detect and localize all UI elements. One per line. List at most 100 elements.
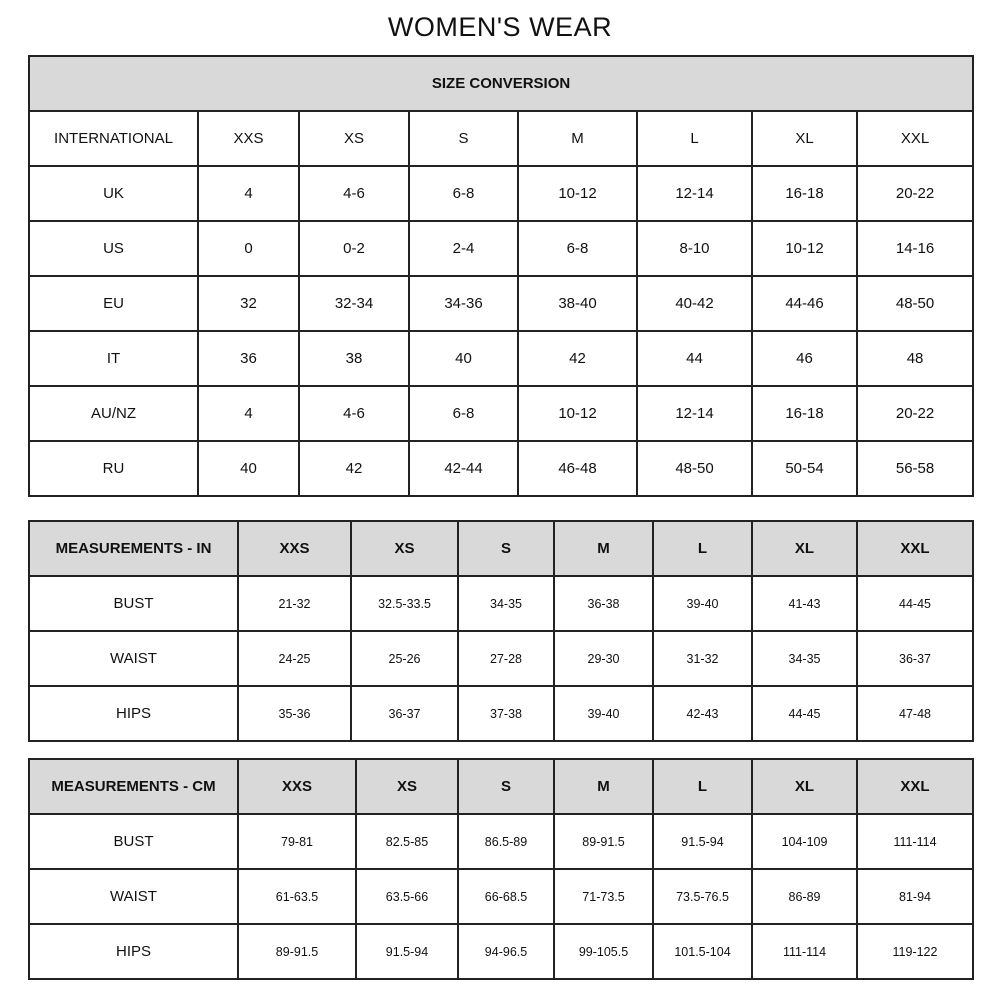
table-cell: 39-40: [553, 685, 654, 742]
row-label: WAIST: [28, 630, 239, 687]
table-row: US 0 0-2 2-4 6-8 8-10 10-12 14-16: [28, 220, 975, 277]
table-row: IT 36 38 40 42 44 46 48: [28, 330, 975, 387]
table-cell: 81-94: [856, 868, 974, 925]
table-cell: 36: [197, 330, 300, 387]
column-header: S: [457, 520, 555, 577]
table-cell: 34-36: [408, 275, 519, 332]
table-cell: 34-35: [457, 575, 555, 632]
table-cell: 34-35: [751, 630, 858, 687]
column-header: S: [457, 758, 555, 815]
row-label: WAIST: [28, 868, 239, 925]
table-cell: 50-54: [751, 440, 858, 497]
column-header: M: [553, 758, 654, 815]
header-row: MEASUREMENTS - IN XXS XS S M L XL XXL: [28, 520, 974, 577]
size-conversion-table: SIZE CONVERSION INTERNATIONAL XXS XS S M L XL XX…: [27, 55, 975, 497]
table-cell: 10-12: [751, 220, 858, 277]
table-cell: 39-40: [652, 575, 753, 632]
table-cell: 27-28: [457, 630, 555, 687]
table-cell: 2-4: [408, 220, 519, 277]
table-cell: 94-96.5: [457, 923, 555, 980]
table-cell: 25-26: [350, 630, 459, 687]
table-cell: 6-8: [408, 165, 519, 222]
table-cell: 44: [636, 330, 753, 387]
table-cell: 29-30: [553, 630, 654, 687]
table-cell: 71-73.5: [553, 868, 654, 925]
column-header: MEASUREMENTS - CM: [28, 758, 239, 815]
table-cell: 38-40: [517, 275, 638, 332]
table-cell: 66-68.5: [457, 868, 555, 925]
row-label: US: [28, 220, 199, 277]
table-cell: 6-8: [517, 220, 638, 277]
row-label: RU: [28, 440, 199, 497]
table-row: EU 32 32-34 34-36 38-40 40-42 44-46 48-50: [28, 275, 975, 332]
table-cell: 89-91.5: [237, 923, 357, 980]
table-cell: 111-114: [751, 923, 858, 980]
column-header: XXL: [855, 110, 975, 167]
column-header: XXS: [237, 758, 357, 815]
table-row: BUST 79-81 82.5-85 86.5-89 89-91.5 91.5-94 104…: [28, 813, 974, 870]
table-cell: 36-38: [553, 575, 654, 632]
row-label: UK: [28, 165, 199, 222]
column-header: XS: [350, 520, 459, 577]
table-cell: 73.5-76.5: [652, 868, 753, 925]
table-cell: 61-63.5: [237, 868, 357, 925]
table-cell: 101.5-104: [652, 923, 753, 980]
table-cell: 16-18: [751, 165, 858, 222]
table-cell: 38: [298, 330, 410, 387]
table-cell: 40-42: [636, 275, 753, 332]
table-cell: 31-32: [652, 630, 753, 687]
table-cell: 40: [408, 330, 519, 387]
table-cell: 10-12: [517, 165, 638, 222]
table-cell: 89-91.5: [553, 813, 654, 870]
table-cell: 4: [197, 385, 300, 442]
table-cell: 44-45: [751, 685, 858, 742]
table-cell: 119-122: [856, 923, 974, 980]
table-cell: 0-2: [298, 220, 410, 277]
column-header: XXL: [856, 758, 974, 815]
row-label: BUST: [28, 813, 239, 870]
column-header: L: [652, 520, 753, 577]
column-header: XL: [751, 520, 858, 577]
table-cell: 46: [751, 330, 858, 387]
table-cell: 79-81: [237, 813, 357, 870]
table-cell: 42: [298, 440, 410, 497]
table-cell: 36-37: [350, 685, 459, 742]
table-cell: 20-22: [855, 385, 975, 442]
table-cell: 42-43: [652, 685, 753, 742]
table-cell: 42: [517, 330, 638, 387]
table-cell: 4-6: [298, 385, 410, 442]
table-cell: 48-50: [636, 440, 753, 497]
table-cell: 14-16: [855, 220, 975, 277]
table-row: WAIST 61-63.5 63.5-66 66-68.5 71-73.5 73.5-76…: [28, 868, 974, 925]
column-header: M: [553, 520, 654, 577]
table-cell: 82.5-85: [355, 813, 459, 870]
table-row: RU 40 42 42-44 46-48 48-50 50-54 56-58: [28, 440, 975, 497]
header-row: INTERNATIONAL XXS XS S M L XL XXL: [28, 110, 975, 167]
table-cell: 4: [197, 165, 300, 222]
row-label: HIPS: [28, 923, 239, 980]
table-cell: 91.5-94: [652, 813, 753, 870]
row-label: IT: [28, 330, 199, 387]
table-cell: 36-37: [856, 630, 974, 687]
table-row: AU/NZ 4 4-6 6-8 10-12 12-14 16-18 20-22: [28, 385, 975, 442]
table-cell: 37-38: [457, 685, 555, 742]
table-cell: 16-18: [751, 385, 858, 442]
row-label: BUST: [28, 575, 239, 632]
column-header: S: [408, 110, 519, 167]
column-header: XXS: [237, 520, 352, 577]
table-cell: 48: [855, 330, 975, 387]
page-title: WOMEN'S WEAR: [387, 12, 613, 42]
table-cell: 32: [197, 275, 300, 332]
table-cell: 12-14: [636, 165, 753, 222]
table-cell: 63.5-66: [355, 868, 459, 925]
table-cell: 0: [197, 220, 300, 277]
table-cell: 12-14: [636, 385, 753, 442]
table-cell: 4-6: [298, 165, 410, 222]
table-cell: 32-34: [298, 275, 410, 332]
column-header: XXL: [856, 520, 974, 577]
row-label: AU/NZ: [28, 385, 199, 442]
table-cell: 86.5-89: [457, 813, 555, 870]
table-cell: 41-43: [751, 575, 858, 632]
caption-row: SIZE CONVERSION: [27, 55, 975, 112]
table-cell: 24-25: [237, 630, 352, 687]
